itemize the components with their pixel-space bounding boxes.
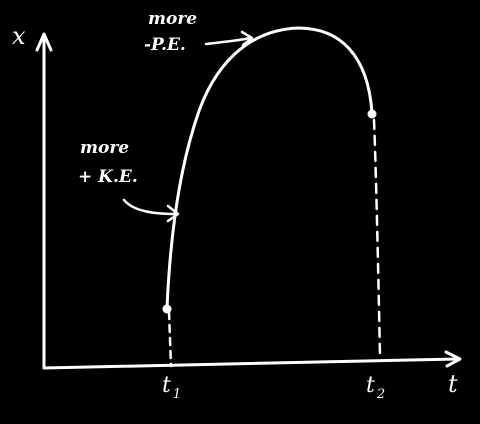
ke-note-line1: more xyxy=(80,138,129,158)
t1-label-main: t xyxy=(162,373,171,398)
t1-dashed-line xyxy=(167,310,173,368)
x-axis-line xyxy=(42,357,460,370)
ke-annotation-arrow xyxy=(122,198,178,216)
t2-label-main: t xyxy=(366,373,375,398)
pe-annotation-arrowhead xyxy=(240,30,254,47)
t2-dashed-line xyxy=(372,118,382,358)
t1-label-sub: 1 xyxy=(173,387,181,402)
pe-note-line1: more xyxy=(148,9,197,29)
end-point-dot xyxy=(367,109,377,119)
pe-note-line2: -P.E. xyxy=(144,35,186,55)
x-axis-arrowhead xyxy=(444,350,462,368)
y-axis-arrowhead xyxy=(35,32,53,52)
t2-label-sub: 2 xyxy=(376,387,385,402)
y-axis-label: x xyxy=(12,22,26,50)
ke-note-line2: + K.E. xyxy=(78,167,138,187)
pe-annotation-arrow xyxy=(204,36,252,46)
ke-annotation-arrowhead xyxy=(166,204,180,223)
start-point-dot xyxy=(162,304,172,314)
x-axis-label: t xyxy=(448,370,458,398)
